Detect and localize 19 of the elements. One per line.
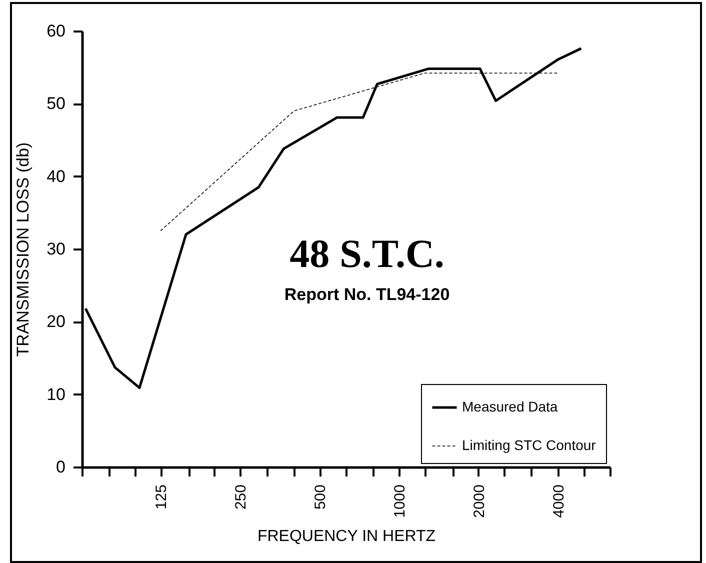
y-tick-label: 50 bbox=[46, 94, 66, 114]
legend-label: Measured Data bbox=[462, 398, 558, 414]
annotation: Report No. TL94-120 bbox=[284, 285, 450, 304]
y-tick-label: 0 bbox=[56, 458, 66, 476]
x-axis-title: FREQUENCY IN HERTZ bbox=[257, 528, 436, 545]
x-tick-label: 125 bbox=[153, 484, 170, 510]
x-tick-label: 2000 bbox=[470, 484, 488, 518]
y-tick-label: 20 bbox=[46, 312, 66, 332]
annotation: 48 S.T.C. bbox=[290, 231, 444, 276]
x-tick-label: 500 bbox=[312, 484, 329, 510]
y-tick-label: 10 bbox=[46, 384, 66, 404]
x-tick-label: 4000 bbox=[550, 484, 568, 518]
x-tick-label: 1000 bbox=[391, 484, 408, 518]
legend-label: Limiting STC Contour bbox=[462, 437, 596, 453]
y-axis-title: TRANSMISSION LOSS (db) bbox=[14, 142, 33, 357]
x-tick-label: 250 bbox=[232, 484, 250, 510]
y-tick-label: 30 bbox=[46, 240, 66, 258]
y-tick-label: 40 bbox=[46, 166, 66, 186]
y-tick-label: 60 bbox=[46, 22, 66, 40]
